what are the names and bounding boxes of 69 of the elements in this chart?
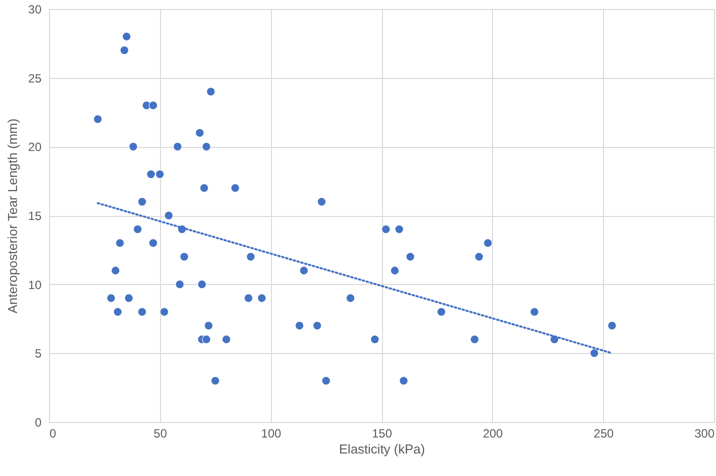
point — [138, 197, 147, 206]
point — [346, 294, 355, 303]
point — [113, 307, 122, 316]
x-tick-label: 50 — [154, 426, 168, 440]
point — [530, 307, 539, 316]
point — [317, 197, 326, 206]
point — [155, 170, 164, 179]
point — [370, 334, 380, 344]
point — [202, 334, 211, 344]
y-tick-label: 10 — [28, 278, 42, 292]
point — [124, 294, 134, 303]
point — [111, 266, 120, 276]
x-tick-label: 200 — [482, 426, 504, 440]
point — [197, 280, 206, 289]
point — [230, 183, 240, 192]
point — [474, 252, 484, 262]
point — [122, 32, 132, 42]
point — [128, 142, 138, 152]
point — [436, 307, 446, 316]
y-tick-label: 20 — [28, 140, 42, 154]
point — [390, 266, 400, 276]
point — [146, 170, 156, 179]
point — [257, 294, 266, 303]
point — [244, 294, 253, 303]
x-tick-label: 150 — [372, 426, 392, 440]
x-tick-label: 300 — [694, 426, 715, 440]
point — [246, 252, 256, 262]
y-axis-title: Anteroposterior Tear Length (mm) — [5, 118, 20, 314]
point — [483, 238, 492, 248]
point — [206, 87, 216, 96]
point — [106, 294, 116, 303]
point — [148, 238, 158, 248]
point — [148, 100, 158, 110]
point — [381, 224, 390, 234]
y-tick-label: 15 — [28, 209, 42, 223]
point — [160, 307, 169, 316]
point — [470, 334, 480, 344]
y-tick-label: 0 — [34, 416, 42, 430]
point — [204, 321, 214, 330]
point — [120, 46, 129, 55]
point — [133, 224, 142, 234]
point — [590, 348, 599, 358]
y-tick-label: 5 — [34, 346, 42, 361]
point — [299, 266, 308, 276]
point — [210, 376, 220, 386]
point — [394, 224, 404, 234]
x-tick-label: 250 — [594, 426, 614, 440]
point — [173, 142, 182, 152]
point — [200, 183, 209, 192]
point — [608, 321, 617, 330]
y-tick-label: 25 — [28, 71, 42, 86]
point — [295, 321, 304, 330]
point — [164, 211, 174, 220]
point — [93, 114, 102, 124]
point — [138, 307, 147, 316]
point — [399, 376, 408, 386]
point — [322, 376, 331, 386]
point — [312, 321, 322, 330]
point — [202, 142, 211, 152]
y-tick-label: 30 — [28, 2, 42, 16]
x-tick-label: 100 — [261, 426, 282, 440]
point — [175, 280, 184, 289]
point — [180, 252, 189, 262]
point — [195, 128, 204, 138]
x-axis-title: Elasticity (kPa) — [339, 442, 425, 456]
point — [406, 252, 415, 262]
x-tick-label: 0 — [50, 426, 56, 440]
point — [222, 334, 231, 344]
point — [115, 238, 124, 248]
